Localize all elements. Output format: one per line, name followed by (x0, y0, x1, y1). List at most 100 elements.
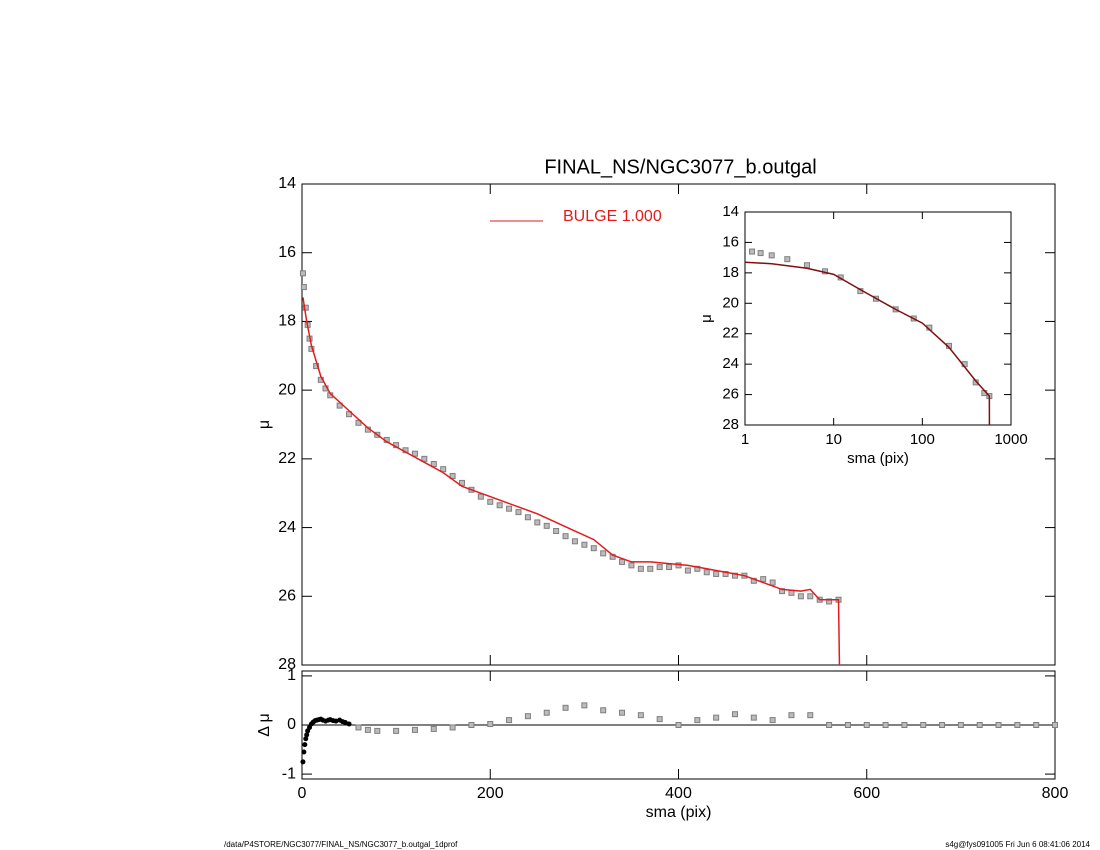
data-point (449, 473, 456, 480)
data-point (562, 533, 569, 540)
data-point (863, 722, 870, 728)
y-tick-label: 1 (287, 667, 296, 684)
x-axis-label: sma (pix) (646, 804, 712, 821)
x-tick-label: 800 (1042, 785, 1069, 802)
residual-point (302, 742, 308, 748)
data-point (976, 722, 983, 728)
data-point (797, 593, 804, 600)
data-point (477, 493, 484, 500)
plot-frame (744, 211, 1012, 426)
x-tick-label: 400 (665, 785, 692, 802)
data-point (628, 562, 635, 569)
data-point (1052, 722, 1058, 728)
y-tick-label: 24 (278, 519, 296, 536)
data-point (788, 712, 795, 719)
data-point (826, 598, 833, 605)
data-point (731, 572, 738, 579)
data-point (619, 709, 626, 716)
data-point (506, 717, 513, 724)
y-tick-label: 22 (722, 325, 739, 342)
data-point (430, 725, 437, 732)
footer-left: /data/P4STORE/NGC3077/FINAL_NS/NGC3077_b… (224, 840, 458, 849)
residual-point (300, 759, 306, 765)
y-axis-label: μ (698, 314, 715, 323)
residual-point (333, 718, 339, 724)
data-point (1014, 722, 1021, 728)
data-point (749, 248, 756, 255)
data-point (675, 722, 682, 728)
data-point (769, 717, 776, 724)
data-point (355, 724, 362, 731)
data-point (757, 250, 764, 257)
data-point (807, 593, 814, 600)
data-point (581, 541, 588, 548)
data-point (440, 466, 447, 473)
data-point (694, 717, 701, 724)
data-point (600, 707, 607, 714)
data-point (411, 726, 418, 733)
residual-point (304, 732, 310, 738)
y-tick-label: 16 (722, 233, 739, 250)
data-point (411, 450, 418, 457)
data-point (459, 479, 466, 486)
data-point (694, 565, 701, 572)
legend-label: BULGE 1.000 (563, 208, 662, 225)
x-tick-label: 600 (853, 785, 880, 802)
data-point (656, 564, 663, 571)
x-tick-label: 10 (825, 431, 842, 448)
data-point (656, 716, 663, 723)
data-point (760, 576, 767, 583)
y-axis-label: μ (256, 420, 273, 429)
data-point (302, 304, 309, 311)
data-point (543, 709, 550, 716)
data-point (421, 455, 428, 462)
data-point (995, 722, 1002, 728)
residual-point (303, 736, 309, 742)
x-tick-label: 100 (910, 431, 935, 448)
model-line (302, 297, 841, 666)
data-point (826, 722, 833, 728)
data-point (364, 726, 371, 733)
data-point (534, 519, 541, 526)
y-tick-label: 22 (278, 450, 296, 467)
data-point (637, 565, 644, 572)
data-point (524, 713, 531, 720)
data-point (882, 722, 889, 728)
y-tick-label: -1 (282, 765, 296, 782)
data-point (506, 505, 513, 512)
y-tick-label: 28 (278, 656, 296, 673)
data-point (768, 252, 775, 259)
data-point (590, 545, 597, 552)
y-tick-label: 18 (278, 313, 296, 330)
data-point (784, 256, 791, 263)
y-axis-label: Δ μ (256, 713, 273, 736)
data-point (647, 565, 654, 572)
y-tick-label: 14 (722, 203, 739, 220)
x-tick-label: 0 (298, 785, 307, 802)
data-point (581, 702, 588, 709)
data-point (769, 579, 776, 586)
data-point (487, 721, 494, 728)
data-point (487, 498, 494, 505)
y-tick-label: 0 (287, 716, 296, 733)
footer-right: s4g@fys091005 Fri Jun 6 08:41:06 2014 (945, 840, 1090, 849)
data-point (430, 461, 437, 468)
data-point (468, 722, 475, 728)
data-point (731, 711, 738, 718)
data-point (553, 528, 560, 535)
data-point (803, 262, 810, 269)
data-point (713, 714, 720, 721)
y-tick-label: 14 (278, 175, 296, 192)
y-tick-label: 26 (278, 588, 296, 605)
data-point (600, 550, 607, 557)
y-tick-label: 26 (722, 386, 739, 403)
data-point (844, 722, 851, 728)
data-point (619, 558, 626, 565)
x-tick-label: 1000 (994, 431, 1027, 448)
data-point (300, 284, 307, 291)
y-tick-label: 20 (278, 381, 296, 398)
data-point (684, 567, 691, 574)
data-point (807, 712, 814, 719)
data-point (374, 727, 381, 734)
data-point (750, 714, 757, 721)
